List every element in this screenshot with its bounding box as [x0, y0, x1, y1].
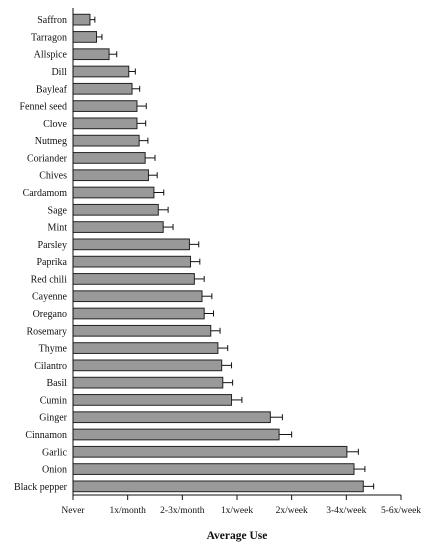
bar-garlic: [72, 445, 348, 458]
error-bar-garlic: [346, 448, 359, 455]
error-bar-chives: [148, 172, 158, 179]
error-bar-allspice: [109, 51, 118, 58]
category-label: Coriander: [27, 153, 68, 164]
error-bar-black-pepper: [363, 483, 375, 490]
error-bar-ginger: [270, 414, 283, 421]
error-bars-layer: [89, 16, 375, 490]
category-label: Garlic: [42, 447, 68, 458]
bar-mint: [72, 221, 164, 233]
category-label: Parsley: [38, 240, 67, 251]
category-label: Chives: [39, 171, 67, 182]
bar-sage: [72, 203, 159, 216]
error-bar-cinnamon: [279, 431, 293, 438]
category-label: Cayenne: [32, 292, 68, 303]
category-label: Cinnamon: [25, 430, 67, 441]
error-bar-cilantro: [221, 362, 233, 369]
category-label: Nutmeg: [35, 136, 67, 147]
error-bar-cardamom: [153, 189, 165, 196]
error-bar-basil: [222, 379, 234, 386]
x-tick-label: 2x/week: [276, 506, 308, 516]
error-bar-saffron: [89, 16, 96, 23]
error-bar-clove: [136, 120, 147, 127]
category-label: Sage: [48, 205, 68, 216]
category-label: Clove: [43, 119, 67, 130]
error-bar-mint: [163, 224, 174, 231]
category-label: Black pepper: [14, 482, 68, 493]
bar-clove: [72, 117, 138, 130]
bar-black-pepper: [72, 480, 364, 493]
bar-dill: [72, 65, 130, 78]
bar-chives: [72, 169, 149, 182]
x-tick-label: 1x/week: [221, 506, 253, 516]
category-label: Bayleaf: [36, 84, 68, 95]
bar-cinnamon: [72, 428, 280, 441]
error-bar-sage: [158, 206, 169, 213]
category-label: Thyme: [39, 344, 68, 355]
error-bar-fennel-seed: [136, 103, 147, 110]
error-bar-cayenne: [202, 293, 213, 300]
category-labels-layer: Saffron Tarragon Allspice Dill Bayleaf Fennel…: [14, 15, 68, 493]
bar-basil: [72, 376, 224, 389]
bar-oregano: [72, 307, 205, 320]
category-label: Basil: [46, 378, 67, 389]
category-label: Allspice: [34, 50, 68, 61]
bar-cilantro: [72, 359, 223, 372]
category-label: Fennel seed: [20, 102, 68, 113]
error-bar-dill: [128, 68, 136, 75]
category-label: Dill: [51, 67, 67, 78]
category-label: Saffron: [37, 15, 67, 26]
bar-cayenne: [72, 290, 203, 303]
category-label: Rosemary: [26, 326, 67, 337]
category-label: Mint: [48, 223, 68, 234]
error-bar-coriander: [145, 154, 156, 161]
bar-coriander: [72, 152, 146, 164]
x-axis-title: Average Use: [207, 530, 268, 542]
bar-paprika: [72, 255, 192, 268]
bar-nutmeg: [72, 134, 140, 147]
category-label: Oregano: [33, 309, 67, 320]
category-label: Cumin: [40, 395, 67, 406]
bars-layer: [72, 13, 364, 493]
error-bar-red-chili: [194, 275, 205, 282]
x-tick-label: 1x/month: [109, 506, 146, 516]
bar-onion: [72, 463, 355, 475]
bar-ginger: [72, 411, 271, 424]
x-tick-label: 5-6x/week: [381, 506, 421, 516]
bar-thyme: [72, 342, 219, 354]
bar-fennel-seed: [72, 100, 138, 112]
error-bar-oregano: [204, 310, 214, 317]
bar-saffron: [72, 13, 91, 26]
category-label: Cilantro: [34, 361, 67, 372]
bar-cumin: [72, 394, 233, 406]
error-bar-tarragon: [96, 33, 103, 40]
x-tick-label: 2-3x/month: [160, 506, 205, 516]
x-tick-label: Never: [61, 506, 85, 516]
bar-tarragon: [72, 31, 98, 43]
error-bar-rosemary: [210, 327, 221, 334]
error-bar-cumin: [231, 396, 243, 403]
category-label: Onion: [42, 465, 67, 476]
bar-allspice: [72, 48, 110, 61]
bar-cardamom: [72, 186, 155, 199]
category-label: Paprika: [36, 257, 67, 268]
error-bar-onion: [353, 466, 366, 473]
bar-red-chili: [72, 273, 195, 285]
error-bar-paprika: [190, 258, 201, 265]
x-tick-label: 3-4x/week: [326, 506, 366, 516]
bar-parsley: [72, 238, 190, 251]
category-label: Red chili: [31, 274, 68, 285]
bar-bayleaf: [72, 82, 133, 95]
error-bar-parsley: [189, 241, 200, 248]
category-label: Ginger: [39, 413, 67, 424]
error-bar-bayleaf: [132, 85, 141, 92]
bar-rosemary: [72, 324, 212, 337]
category-label: Cardamom: [23, 188, 68, 199]
category-label: Tarragon: [31, 32, 67, 43]
error-bar-nutmeg: [139, 137, 149, 144]
error-bar-thyme: [217, 345, 229, 352]
x-axis: Never 1x/month 2-3x/month 1x/week 2x/week 3-4…: [61, 8, 421, 516]
